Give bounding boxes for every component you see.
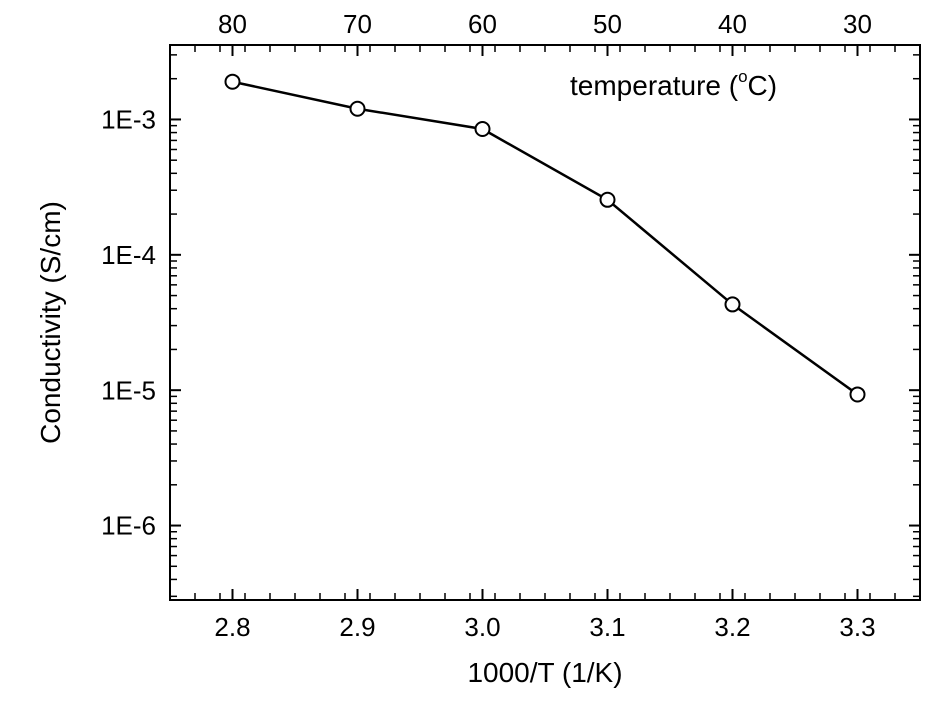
annotation-temperature: temperature (oC) xyxy=(570,67,777,101)
top-tick-label: 70 xyxy=(343,9,372,39)
series-marker xyxy=(476,122,490,136)
conductivity-chart: 2.8 2.9 3.0 3.1 3.2 3.3 80 70 60 50 40 30 1E-6 1E-5 1E… xyxy=(0,0,951,717)
x-tick-label: 3.0 xyxy=(464,612,500,642)
series-marker xyxy=(726,297,740,311)
top-tick-label: 80 xyxy=(218,9,247,39)
y-tick-label: 1E-6 xyxy=(101,511,156,541)
series-marker xyxy=(851,387,865,401)
x-tick-label: 3.2 xyxy=(714,612,750,642)
x-tick-label: 2.9 xyxy=(339,612,375,642)
y-tick-label: 1E-4 xyxy=(101,240,156,270)
series-marker xyxy=(601,193,615,207)
x-tick-label: 2.8 xyxy=(214,612,250,642)
x-axis-label: 1000/T (1/K) xyxy=(467,657,622,688)
chart-svg: 2.8 2.9 3.0 3.1 3.2 3.3 80 70 60 50 40 30 1E-6 1E-5 1E… xyxy=(0,0,951,717)
top-tick-label: 40 xyxy=(718,9,747,39)
series-marker xyxy=(226,75,240,89)
top-tick-label: 60 xyxy=(468,9,497,39)
top-tick-label: 30 xyxy=(843,9,872,39)
series-marker xyxy=(351,102,365,116)
x-tick-label: 3.1 xyxy=(589,612,625,642)
y-tick-label: 1E-3 xyxy=(101,105,156,135)
y-tick-label: 1E-5 xyxy=(101,375,156,405)
x-tick-label: 3.3 xyxy=(839,612,875,642)
y-axis-label: Conductivity (S/cm) xyxy=(35,201,66,444)
series-line xyxy=(233,82,858,395)
top-tick-label: 50 xyxy=(593,9,622,39)
